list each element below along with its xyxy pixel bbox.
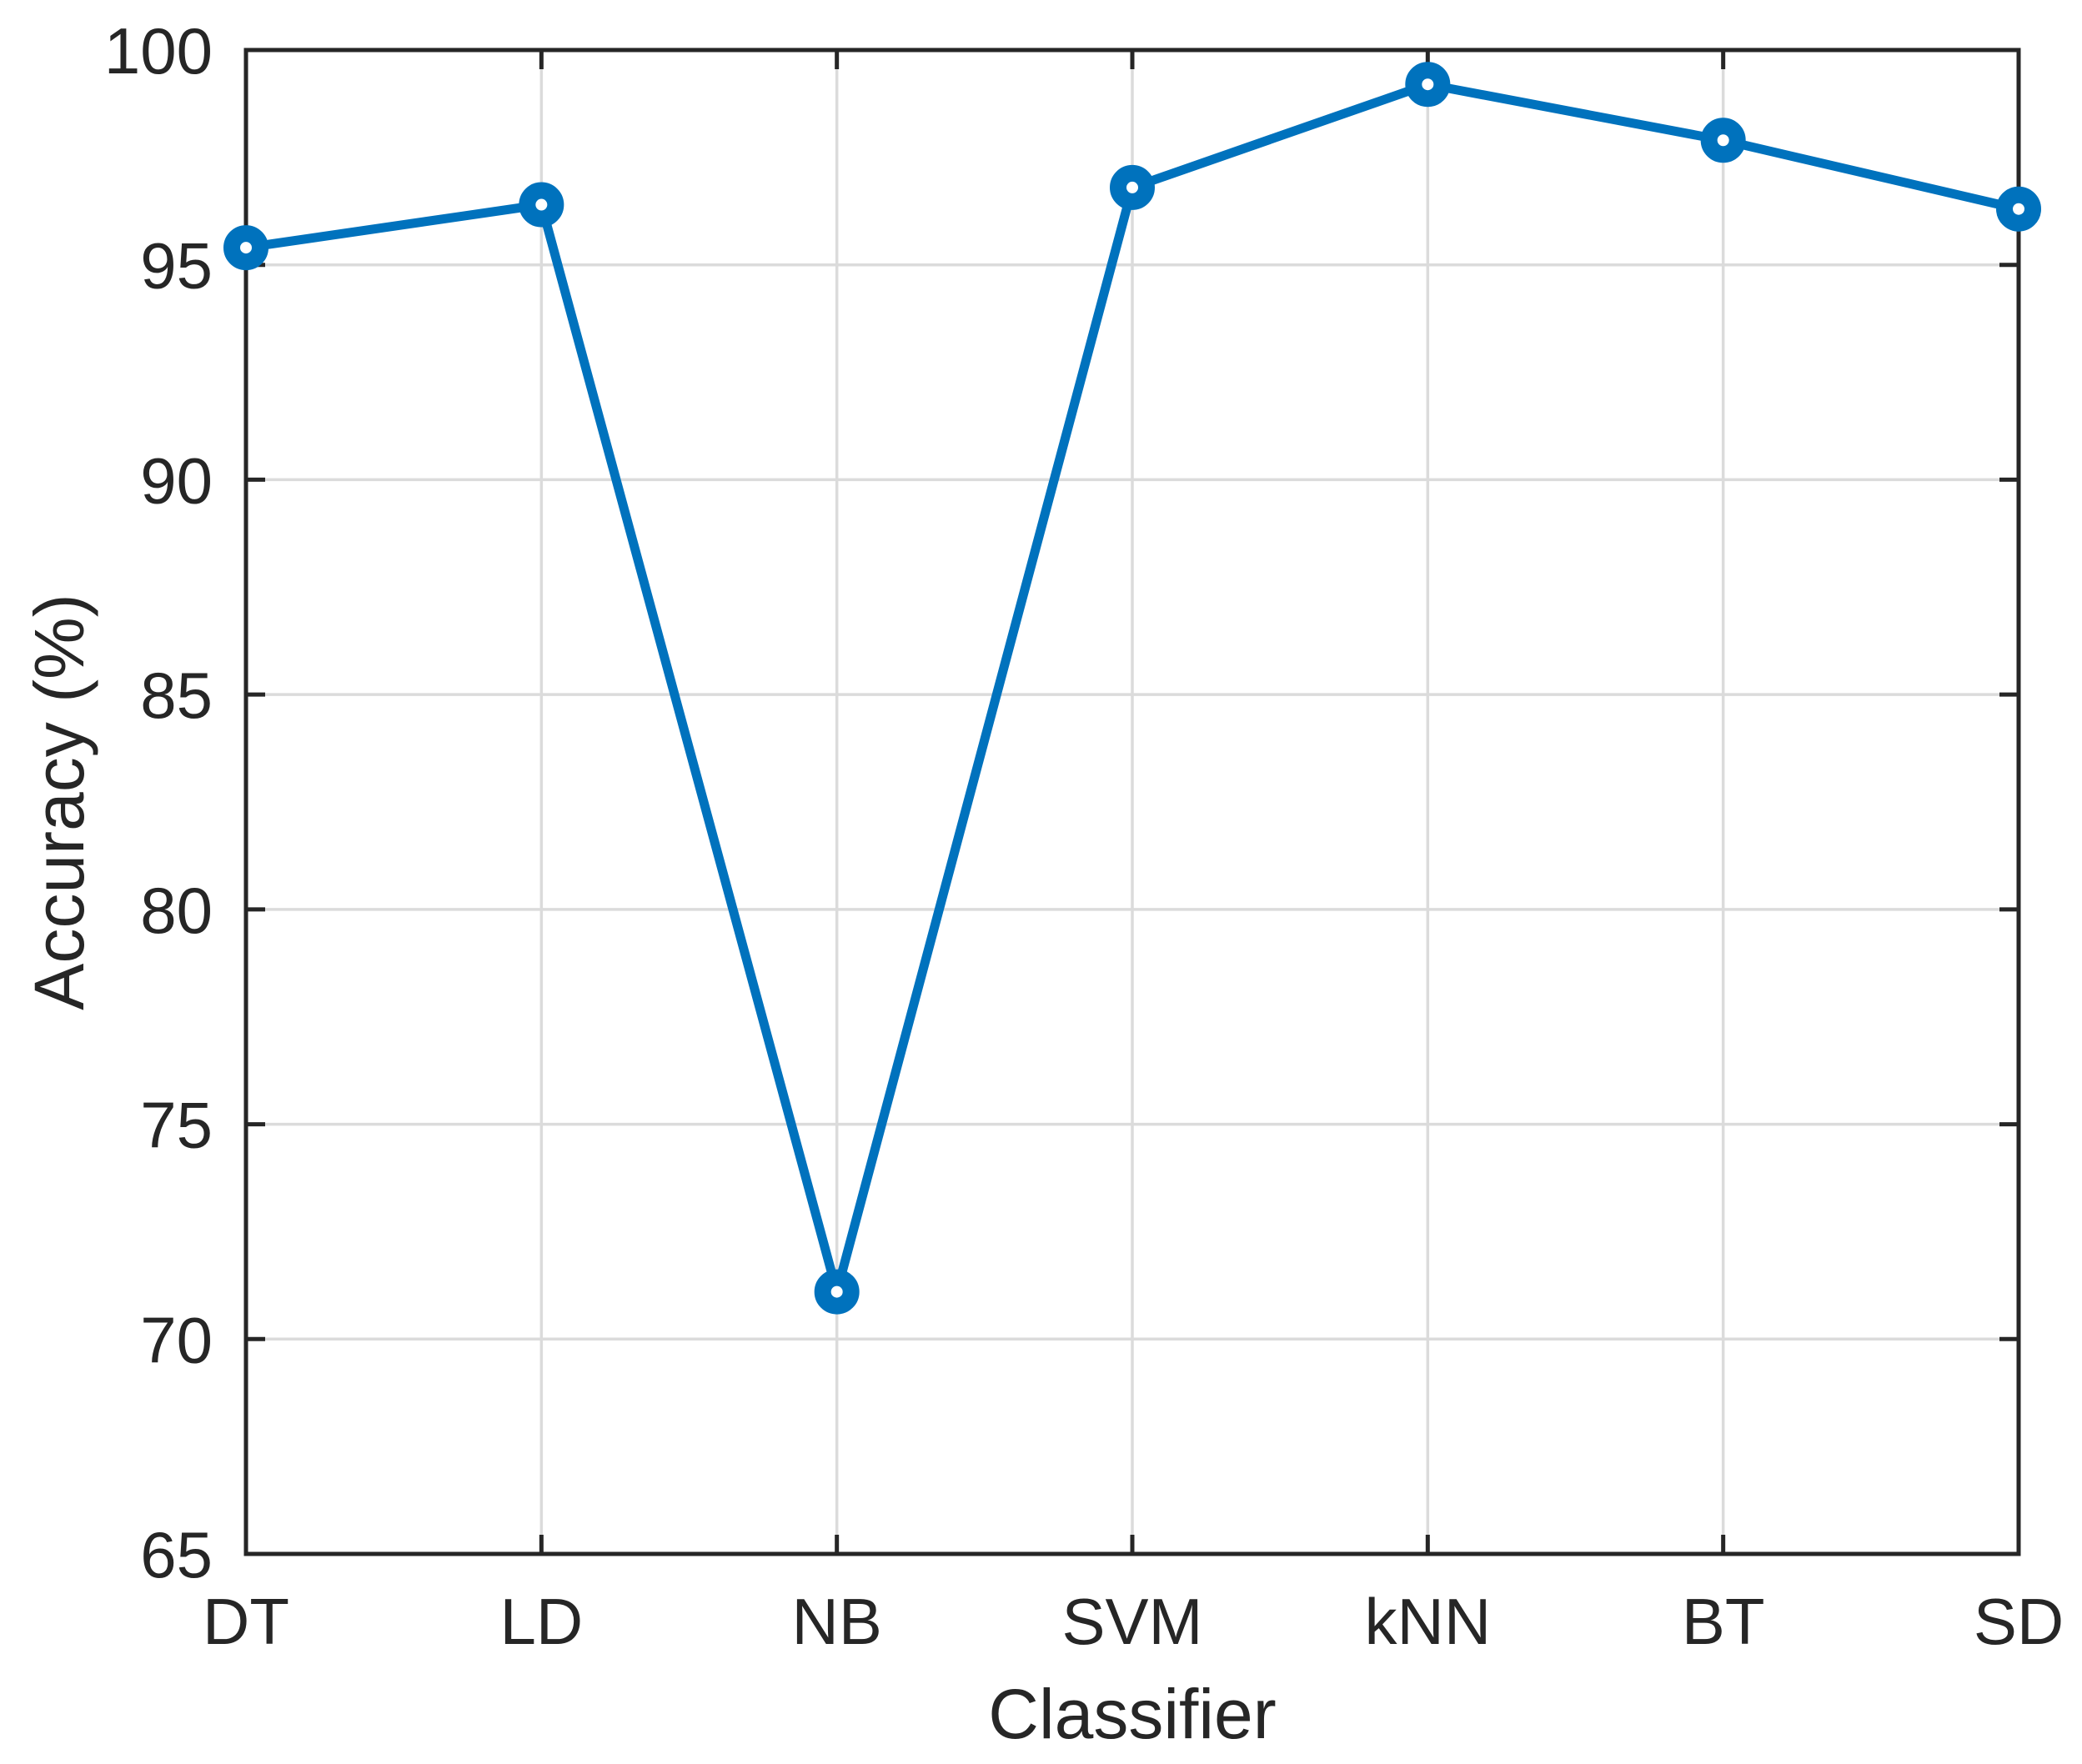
- y-tick-label: 65: [140, 1518, 213, 1591]
- data-point-marker: [1996, 186, 2041, 232]
- y-tick-label: 85: [140, 659, 213, 732]
- data-point-marker: [1405, 62, 1451, 108]
- x-tick-label: NB: [791, 1585, 881, 1658]
- data-point-marker: [223, 225, 268, 271]
- data-point-marker: [1110, 164, 1155, 210]
- y-tick-label: 100: [104, 14, 213, 88]
- grid-layer: [244, 48, 2020, 1556]
- x-tick-label: SVM: [1061, 1585, 1202, 1658]
- data-layer: [223, 62, 2041, 1315]
- data-point-marker: [1700, 118, 1746, 163]
- x-tick-label: SD: [1974, 1585, 2064, 1658]
- x-tick-label: BT: [1682, 1585, 1765, 1658]
- y-tick-label: 80: [140, 874, 213, 947]
- data-point-marker: [519, 182, 564, 228]
- data-point-marker: [814, 1269, 860, 1315]
- x-tick-label: DT: [203, 1585, 289, 1658]
- y-tick-label: 95: [140, 229, 213, 303]
- x-tick-label: LD: [499, 1585, 583, 1658]
- y-tick-label: 90: [140, 444, 213, 517]
- y-tick-label: 75: [140, 1089, 213, 1162]
- y-axis-title: Accuracy (%): [20, 594, 98, 1010]
- y-tick-label: 70: [140, 1303, 213, 1376]
- x-axis-title: Classifier: [988, 1675, 1276, 1753]
- x-tick-label: kNN: [1364, 1585, 1491, 1658]
- frame-layer: [243, 48, 2021, 1556]
- tick-label-layer: 65 70 75 80 85 90 95 100 DT LD NB SVM kNN BT SD: [104, 14, 2064, 1658]
